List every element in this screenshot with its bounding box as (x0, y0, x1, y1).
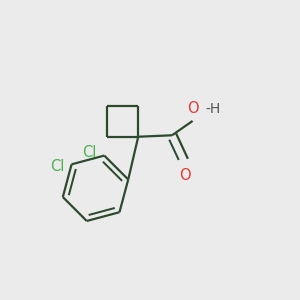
Text: Cl: Cl (50, 159, 64, 174)
Text: Cl: Cl (82, 145, 97, 160)
Text: O: O (180, 168, 191, 183)
Text: -H: -H (205, 102, 220, 116)
Text: O: O (188, 100, 199, 116)
